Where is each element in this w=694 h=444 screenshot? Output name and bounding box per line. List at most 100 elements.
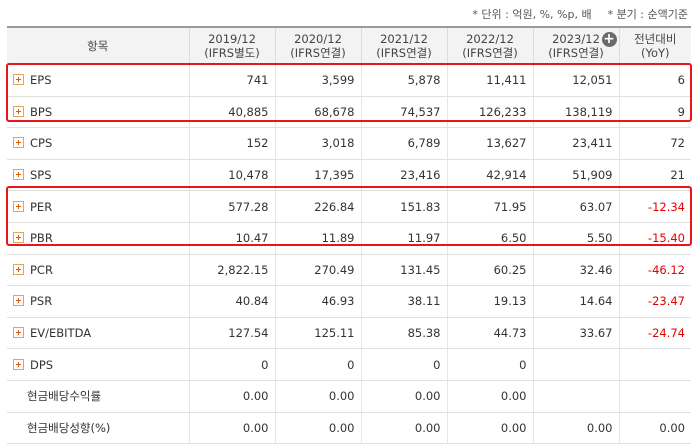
expand-plus-icon[interactable] bbox=[13, 200, 24, 212]
header-change-sub-label: (YoY) bbox=[640, 46, 670, 60]
yoy-cell: -46.12 bbox=[618, 254, 691, 287]
row-label-cell[interactable]: PCR bbox=[7, 254, 189, 287]
header-item: 항목 bbox=[7, 26, 189, 65]
value-cell: 0.00 bbox=[446, 380, 533, 413]
expand-plus-icon[interactable] bbox=[13, 263, 24, 275]
value-cell: 19.13 bbox=[446, 285, 533, 318]
value-cell: 40,885 bbox=[188, 96, 275, 129]
value-cell: 74,537 bbox=[360, 96, 447, 129]
row-label: PSR bbox=[30, 294, 53, 309]
table-row: PBR 10.47 11.89 11.97 6.50 5.50 -15.40 bbox=[7, 222, 691, 255]
value-cell: 32.46 bbox=[532, 254, 619, 287]
value-cell: 33.67 bbox=[532, 317, 619, 350]
table-row: EV/EBITDA 127.54 125.11 85.38 44.73 33.67 -24.… bbox=[7, 317, 691, 350]
value-cell: 42,914 bbox=[446, 159, 533, 192]
row-label-cell[interactable]: CPS bbox=[7, 127, 189, 160]
period-label: * 분기 : 순액기준 bbox=[607, 8, 688, 21]
header-year: 2023/12 (IFRS연결) + bbox=[532, 26, 619, 65]
row-label: BPS bbox=[30, 104, 53, 119]
table-row: 현금배당수익률 0.00 0.00 0.00 0.00 bbox=[7, 380, 691, 413]
value-cell: 14.64 bbox=[532, 285, 619, 318]
value-cell: 0.00 bbox=[188, 380, 275, 413]
row-label: DPS bbox=[30, 357, 54, 372]
value-cell: 11.89 bbox=[274, 222, 361, 255]
value-cell: 10,478 bbox=[188, 159, 275, 192]
value-cell: 23,411 bbox=[532, 127, 619, 160]
header-basis-label: (IFRS연결) bbox=[462, 46, 518, 60]
row-label-cell[interactable]: PSR bbox=[7, 285, 189, 318]
value-cell: 151.83 bbox=[360, 190, 447, 223]
value-cell: 85.38 bbox=[360, 317, 447, 350]
row-label-cell[interactable]: EPS bbox=[7, 64, 189, 97]
value-cell: 38.11 bbox=[360, 285, 447, 318]
header-yoy: 전년대비 (YoY) bbox=[618, 26, 691, 65]
yoy-cell bbox=[618, 348, 691, 381]
expand-plus-icon[interactable] bbox=[13, 358, 24, 370]
row-label-cell[interactable]: SPS bbox=[7, 159, 189, 192]
row-label-cell[interactable]: PER bbox=[7, 190, 189, 223]
header-year: 2019/12 (IFRS별도) bbox=[188, 26, 275, 65]
value-cell: 44.73 bbox=[446, 317, 533, 350]
table-row: CPS 152 3,018 6,789 13,627 23,411 72 bbox=[7, 127, 691, 160]
header-year: 2022/12 (IFRS연결) bbox=[446, 26, 533, 65]
unit-label: * 단위 : 억원, %, %p, 배 bbox=[472, 8, 592, 21]
row-label-cell: 현금배당수익률 bbox=[7, 380, 189, 413]
yoy-cell: 21 bbox=[618, 159, 691, 192]
row-label: SPS bbox=[30, 168, 52, 183]
yoy-cell: 0.00 bbox=[618, 412, 691, 444]
yoy-cell: -23.47 bbox=[618, 285, 691, 318]
plus-circle-icon[interactable]: + bbox=[601, 31, 617, 47]
value-cell: 6.50 bbox=[446, 222, 533, 255]
row-label: CPS bbox=[30, 136, 53, 151]
yoy-cell: 6 bbox=[618, 64, 691, 97]
value-cell: 0.00 bbox=[274, 412, 361, 444]
value-cell: 0.00 bbox=[532, 412, 619, 444]
value-cell: 577.28 bbox=[188, 190, 275, 223]
row-label: PBR bbox=[30, 231, 53, 246]
yoy-cell: 9 bbox=[618, 96, 691, 129]
expand-plus-icon[interactable] bbox=[13, 327, 24, 339]
value-cell: 40.84 bbox=[188, 285, 275, 318]
row-label-cell[interactable]: EV/EBITDA bbox=[7, 317, 189, 350]
value-cell: 131.45 bbox=[360, 254, 447, 287]
header-year: 2021/12 (IFRS연결) bbox=[360, 26, 447, 65]
value-cell: 0 bbox=[446, 348, 533, 381]
value-cell: 0.00 bbox=[360, 380, 447, 413]
value-cell: 226.84 bbox=[274, 190, 361, 223]
value-cell: 46.93 bbox=[274, 285, 361, 318]
expand-plus-icon[interactable] bbox=[13, 105, 24, 117]
header-year-label: 2023/12 bbox=[552, 32, 600, 46]
expand-plus-icon[interactable] bbox=[13, 295, 24, 307]
row-label-cell[interactable]: BPS bbox=[7, 96, 189, 129]
header-year-label: 2021/12 bbox=[380, 32, 428, 46]
row-label: PER bbox=[30, 199, 53, 214]
yoy-cell: -15.40 bbox=[618, 222, 691, 255]
value-cell: 17,395 bbox=[274, 159, 361, 192]
value-cell: 60.25 bbox=[446, 254, 533, 287]
yoy-cell bbox=[618, 380, 691, 413]
yoy-cell: 72 bbox=[618, 127, 691, 160]
value-cell: 0.00 bbox=[446, 412, 533, 444]
row-label-cell[interactable]: DPS bbox=[7, 348, 189, 381]
table-row: PCR 2,822.15 270.49 131.45 60.25 32.46 -46.12 bbox=[7, 254, 691, 287]
header-basis-label: (IFRS연결) bbox=[376, 46, 432, 60]
expand-plus-icon[interactable] bbox=[13, 137, 24, 149]
expand-plus-icon[interactable] bbox=[13, 232, 24, 244]
value-cell: 12,051 bbox=[532, 64, 619, 97]
value-cell: 0 bbox=[360, 348, 447, 381]
value-cell: 2,822.15 bbox=[188, 254, 275, 287]
value-cell: 63.07 bbox=[532, 190, 619, 223]
table-row: DPS 0 0 0 0 bbox=[7, 348, 691, 381]
value-cell: 68,678 bbox=[274, 96, 361, 129]
expand-plus-icon[interactable] bbox=[13, 169, 24, 181]
row-label-cell[interactable]: PBR bbox=[7, 222, 189, 255]
value-cell: 125.11 bbox=[274, 317, 361, 350]
row-label: 현금배당성향(%) bbox=[27, 420, 111, 435]
value-cell: 127.54 bbox=[188, 317, 275, 350]
value-cell: 71.95 bbox=[446, 190, 533, 223]
table-row: BPS 40,885 68,678 74,537 126,233 138,119 9 bbox=[7, 96, 691, 129]
value-cell: 0.00 bbox=[360, 412, 447, 444]
expand-plus-icon[interactable] bbox=[13, 74, 24, 86]
row-label: PCR bbox=[30, 262, 53, 277]
